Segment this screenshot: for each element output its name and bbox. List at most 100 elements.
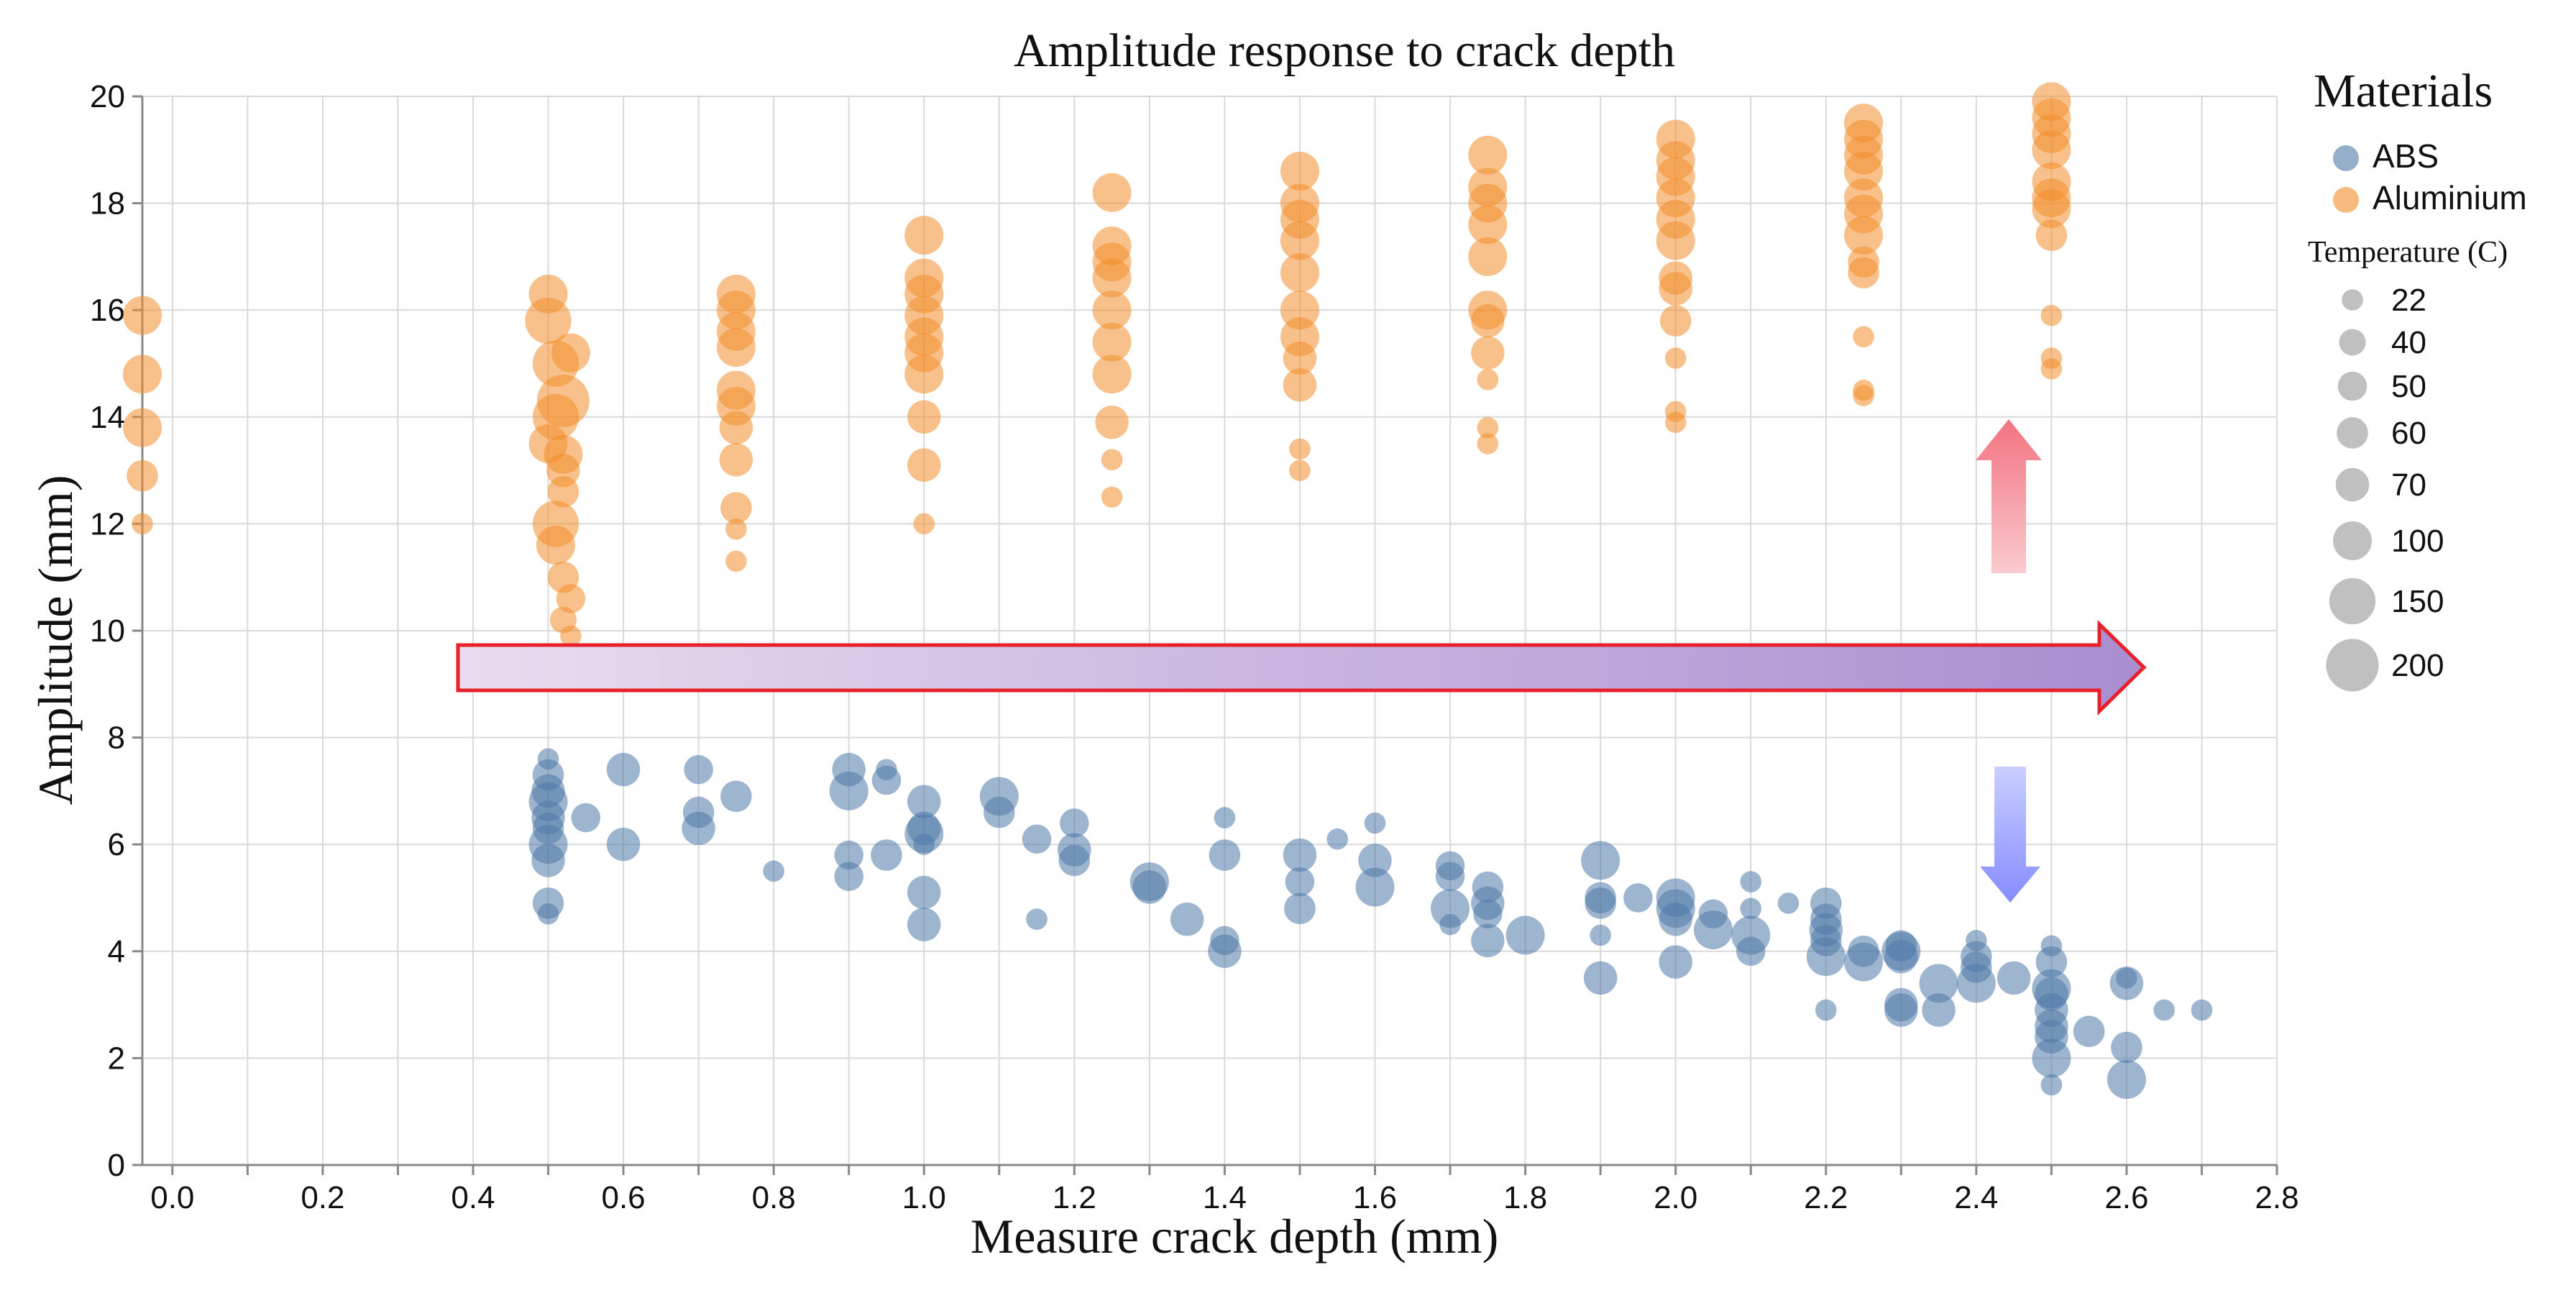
x-axis-label: Measure crack depth (mm) [971,1209,1498,1264]
abs-point [2153,999,2175,1021]
abs-point [1585,887,1616,919]
abs-point [1956,964,1996,1003]
aluminium-point [1664,347,1687,369]
aluminium-point [1471,336,1505,370]
x-tick-label: 1.8 [1503,1180,1547,1215]
legend-size-scale: 22 40 50 60 70 100 150 200 [2326,283,2444,692]
aluminium-point [1477,416,1499,439]
abs-point [1358,844,1392,877]
abs-point [1058,844,1091,877]
data-points [123,82,2213,1100]
y-axis-label: Amplitude (mm) [28,475,83,805]
abs-point [1026,908,1048,931]
abs-point [1364,812,1386,834]
aluminium-point [525,297,572,344]
abs-point [1884,939,1918,974]
abs-point [1806,937,1846,977]
aluminium-point [1092,258,1132,298]
x-tick-label: 0.8 [752,1180,796,1215]
abs-point [606,827,641,862]
abs-point [1132,870,1167,904]
abs-point [871,765,902,795]
legend-size-swatch [2337,417,2368,449]
abs-point [537,903,559,925]
y-tick-label: 16 [90,293,125,328]
aluminium-point [1844,152,1884,191]
aluminium-point [1095,405,1129,439]
aluminium-point [2035,219,2068,251]
aluminium-point [556,584,586,613]
abs-point [1581,841,1621,880]
abs-point [907,785,941,819]
abs-point [2035,946,2068,978]
abs-point [1922,993,1956,1027]
abs-point [1590,924,1611,946]
abs-point [1170,902,1204,936]
legend-size-swatch [2329,577,2376,625]
legend-size-label: 70 [2391,467,2426,503]
x-tick-label: 1.4 [1203,1180,1247,1215]
abs-point [1439,913,1461,936]
abs-point [907,875,941,910]
abs-point [1431,889,1470,928]
aluminium-point [544,434,583,474]
legend-size-swatch [2342,289,2363,311]
abs-point [1659,945,1692,979]
aluminium-point [1853,385,1874,406]
aluminium-point [2032,189,2071,229]
x-tick-label: 0.2 [301,1180,344,1215]
legend-size-label: 40 [2391,325,2426,360]
abs-point [1208,934,1242,969]
abs-point [2107,1060,2146,1100]
aluminium-point [1280,221,1319,260]
aluminium-point [1468,135,1508,175]
aluminium-point [1289,460,1311,481]
abs-point [684,754,713,785]
abs-point [2032,1038,2071,1078]
legend-aluminium-label: Aluminium [2373,179,2527,216]
aluminium-point [127,460,158,492]
aluminium-point [1092,355,1132,394]
abs-point [1284,892,1316,925]
y-tick-label: 12 [90,506,125,542]
y-tick-label: 14 [90,400,125,435]
abs-point [1505,915,1545,955]
legend-size-label: 150 [2391,584,2444,619]
x-tick-label: 1.2 [1053,1180,1096,1215]
legend-size-swatch [2335,467,2370,502]
abs-point [531,844,565,877]
abs-point [1815,999,1837,1021]
abs-point [983,796,1015,828]
x-tick-label: 0.6 [601,1180,645,1215]
aluminium-point [719,411,753,444]
legend-size-swatch [2333,521,2372,560]
aluminium-point [720,492,752,524]
abs-point [834,840,863,870]
legend-size-label: 100 [2391,524,2444,559]
aluminium-point [1280,291,1319,330]
x-tick-label: 2.0 [1654,1180,1697,1215]
aluminium-point [1477,433,1499,454]
aluminium-point [1092,173,1132,212]
x-tick-label: 2.4 [1954,1180,1998,1215]
abs-point [1209,839,1241,871]
abs-point [720,780,752,813]
legend-abs-swatch [2333,145,2359,171]
abs-point [1326,828,1349,850]
aluminium-point [907,448,941,482]
abs-point [606,752,641,787]
abs-point [2040,1074,2063,1096]
legend-size-swatch [2326,639,2379,692]
legend-size-label: 60 [2391,416,2426,451]
aluminium-point [904,216,944,255]
aluminium-point [1289,438,1311,460]
aluminium-point [547,476,579,508]
y-tick-label: 8 [108,721,125,756]
aluminium-point [1101,449,1123,471]
abs-point [1583,961,1618,995]
downward-blue-arrow [1980,767,2040,903]
abs-point [907,908,941,941]
abs-point [1659,902,1692,936]
abs-point [2109,967,2144,1000]
